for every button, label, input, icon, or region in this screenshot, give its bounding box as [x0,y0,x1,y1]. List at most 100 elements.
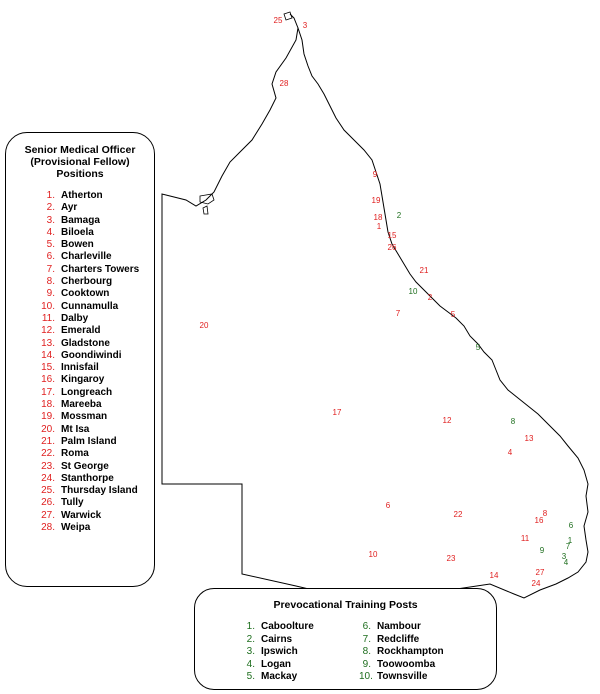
smo-marker[interactable]: 4 [508,448,513,457]
legend-item-label: Nambour [377,621,421,632]
legend-item: 18. Mareeba [6,399,154,411]
smo-marker[interactable]: 12 [443,416,452,425]
legend-item-number: 3. [46,214,55,226]
smo-marker[interactable]: 14 [490,571,499,580]
legend-item: 16. Kingaroy [6,374,154,386]
smo-marker[interactable]: 7 [396,309,401,318]
legend-item-label: Roma [61,448,89,460]
legend-item-label: St George [61,460,109,472]
training-legend: Prevocational Training Posts 1. Cabooltur… [194,588,497,690]
smo-marker[interactable]: 6 [386,501,391,510]
legend-item-number: 2. [246,633,255,645]
smo-marker[interactable]: 25 [274,16,283,25]
legend-item: 2. Ayr [6,202,154,214]
legend-item: 12. Emerald [6,325,154,337]
legend-item: 17. Longreach [6,387,154,399]
legend-item-label: Thursday Island [61,485,138,497]
training-marker[interactable]: 8 [511,417,516,426]
smo-marker[interactable]: 26 [388,243,397,252]
legend-item-label: Mossman [61,411,108,423]
smo-marker[interactable]: 5 [451,310,456,319]
legend-item-label: Tully [61,497,84,509]
training-legend-column: 1. Caboolture 2. Cairns 3. Ipswich 4. Logan 5. Ma… [239,621,359,684]
legend-item-number: 10. [359,671,373,683]
training-legend-column: 6. Nambour 7. Redcliffe 8. Rockhampton 9. Toowo… [359,621,444,684]
legend-item-number: 9. [362,658,371,670]
smo-marker[interactable]: 24 [532,579,541,588]
legend-item: 28. Weipa [6,522,154,534]
smo-marker[interactable]: 21 [420,266,429,275]
training-marker[interactable]: 10 [409,287,418,296]
legend-item-number: 2. [46,202,55,214]
smo-marker[interactable]: 23 [447,554,456,563]
smo-marker[interactable]: 13 [525,434,534,443]
legend-item-number: 22. [41,448,55,460]
legend-item-number: 3. [246,646,255,658]
legend-item: 14. Goondiwindi [6,350,154,362]
smo-marker[interactable]: 28 [280,79,289,88]
legend-item: 9. Cooktown [6,288,154,300]
legend-item: 7. Redcliffe [359,634,444,647]
legend-item-number: 7. [362,633,371,645]
legend-item: 6. Nambour [359,621,444,634]
legend-item: 26. Tully [6,497,154,509]
legend-item: 8. Cherbourg [6,276,154,288]
smo-marker[interactable]: 11 [521,534,530,543]
legend-item-label: Goondiwindi [61,349,122,361]
smo-marker[interactable]: 10 [369,550,378,559]
legend-item-number: 24. [41,472,55,484]
training-marker[interactable]: 5 [476,343,481,352]
legend-item: 13. Gladstone [6,338,154,350]
legend-item: 10. Cunnamulla [6,301,154,313]
smo-marker[interactable]: 16 [535,516,544,525]
legend-item-label: Cooktown [61,288,110,300]
legend-item-label: Palm Island [61,435,117,447]
training-marker[interactable]: 2 [397,211,402,220]
legend-item-label: Kingaroy [61,374,105,386]
legend-item-label: Cairns [261,633,293,645]
legend-item-label: Mackay [261,671,298,683]
legend-item: 1. Atherton [6,190,154,202]
training-marker[interactable]: 1 [568,536,573,545]
smo-legend: Senior Medical Officer (Provisional Fell… [5,132,155,587]
training-marker[interactable]: 9 [540,546,545,555]
training-marker[interactable]: 7 [566,542,571,551]
smo-marker[interactable]: 1 [377,222,382,231]
smo-legend-list: 1. Atherton 2. Ayr 3. Bamaga 4. Biloela 5. Bowen 6… [6,190,154,534]
legend-item: 20. Mt Isa [6,424,154,436]
legend-item-number: 13. [41,337,55,349]
smo-marker[interactable]: 9 [373,170,378,179]
legend-item-label: Cherbourg [61,276,113,288]
legend-item-number: 15. [41,362,55,374]
smo-marker[interactable]: 3 [303,21,308,30]
smo-marker[interactable]: 8 [543,509,548,518]
smo-marker[interactable]: 20 [200,321,209,330]
legend-item-number: 8. [46,276,55,288]
smo-marker[interactable]: 19 [372,196,381,205]
smo-marker[interactable]: 15 [388,231,397,240]
legend-item-number: 23. [41,460,55,472]
legend-item-label: Charleville [61,251,112,263]
smo-marker[interactable]: 2 [428,293,433,302]
legend-item: 25. Thursday Island [6,485,154,497]
training-legend-title: Prevocational Training Posts [273,599,418,611]
legend-item-label: Innisfail [61,362,99,374]
legend-item-label: Longreach [61,386,113,398]
training-marker[interactable]: 6 [569,521,574,530]
legend-item: 9. Toowoomba [359,659,444,672]
legend-item: 4. Biloela [6,227,154,239]
training-marker[interactable]: 4 [564,558,569,567]
smo-marker[interactable]: 18 [374,213,383,222]
training-marker[interactable]: 3 [562,552,567,561]
legend-item-label: Townsville [377,671,428,683]
legend-item-number: 4. [246,658,255,670]
smo-marker[interactable]: 22 [454,510,463,519]
smo-marker[interactable]: 27 [536,568,545,577]
legend-item-label: Cunnamulla [61,300,119,312]
legend-item: 10. Townsville [359,671,444,684]
legend-item: 3. Bamaga [6,215,154,227]
legend-item-number: 9. [46,288,55,300]
smo-marker[interactable]: 17 [333,408,342,417]
legend-item-number: 5. [46,239,55,251]
